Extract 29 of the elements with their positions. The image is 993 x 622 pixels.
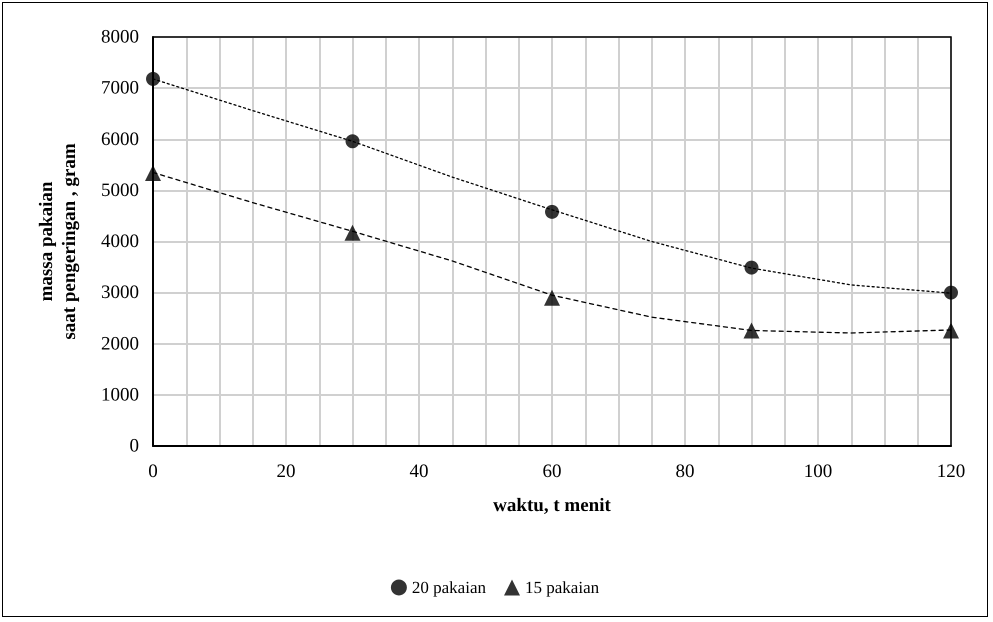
point: [544, 290, 560, 306]
legend-label: 15 pakaian: [525, 578, 600, 597]
point: [744, 260, 758, 275]
y-tick-label: 4000: [101, 231, 139, 252]
x-tick-label: 120: [936, 461, 966, 482]
x-tick-label: 80: [676, 461, 694, 482]
y-tick-label: 7000: [101, 78, 139, 99]
y-tick-label: 3000: [101, 282, 139, 304]
y-tick-label: 6000: [101, 128, 139, 150]
x-tick-label: 100: [804, 461, 832, 482]
point: [943, 322, 959, 338]
x-tick-label: 40: [410, 461, 428, 482]
y-tick-label: 0: [130, 436, 139, 456]
point: [545, 204, 559, 219]
y-tick-label: 8000: [101, 26, 139, 48]
point: [146, 72, 160, 86]
point: [346, 134, 360, 148]
x-tick-label: 0: [148, 461, 158, 482]
x-axis-title: waktu, t menit: [493, 495, 612, 516]
point: [744, 322, 760, 338]
y-tick-label: 5000: [101, 180, 139, 201]
y-axis-title: massa pakaian saat pengeringan , gram: [36, 143, 80, 340]
x-tick-label: 20: [276, 461, 296, 482]
y-tick-label: 1000: [101, 384, 139, 406]
point: [944, 286, 958, 300]
x-tick-label: 60: [542, 461, 562, 482]
y-tick-label: 2000: [101, 333, 139, 354]
point: [344, 224, 360, 241]
legend-label: 20 pakaian: [412, 578, 486, 597]
